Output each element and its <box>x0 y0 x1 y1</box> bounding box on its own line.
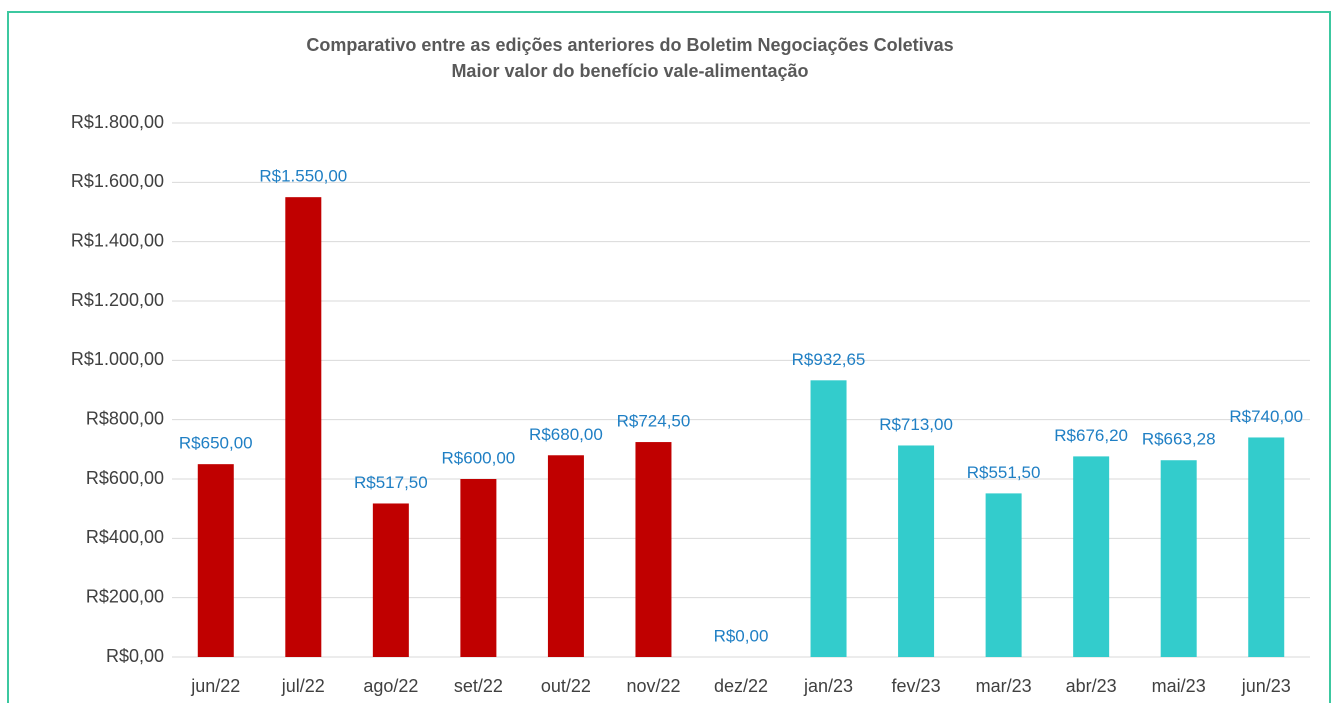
bar <box>372 503 409 657</box>
x-tick-label: fev/23 <box>892 676 941 696</box>
x-tick-label: abr/23 <box>1066 676 1117 696</box>
y-tick-label: R$800,00 <box>86 408 164 428</box>
x-tick-label: mai/23 <box>1152 676 1206 696</box>
x-tick-label: nov/22 <box>626 676 680 696</box>
y-tick-label: R$400,00 <box>86 527 164 547</box>
bar <box>810 380 847 657</box>
y-tick-label: R$600,00 <box>86 468 164 488</box>
y-tick-label: R$1.400,00 <box>71 230 164 250</box>
data-label: R$517,50 <box>354 473 428 492</box>
data-label: R$1.550,00 <box>259 167 347 186</box>
bar <box>547 455 584 657</box>
data-label: R$0,00 <box>714 626 769 645</box>
y-tick-label: R$200,00 <box>86 586 164 606</box>
data-label: R$932,65 <box>792 350 866 369</box>
y-tick-label: R$1.600,00 <box>71 171 164 191</box>
data-label: R$676,20 <box>1054 426 1128 445</box>
bar <box>197 464 234 657</box>
bar <box>1073 456 1110 657</box>
chart-title: Comparativo entre as edições anteriores … <box>306 35 953 55</box>
x-tick-label: dez/22 <box>714 676 768 696</box>
y-tick-label: R$1.000,00 <box>71 349 164 369</box>
data-label: R$650,00 <box>179 434 253 453</box>
y-tick-label: R$1.200,00 <box>71 290 164 310</box>
bar <box>898 445 935 657</box>
x-tick-label: jan/23 <box>803 676 853 696</box>
x-tick-label: set/22 <box>454 676 503 696</box>
data-label: R$713,00 <box>879 415 953 434</box>
bar <box>460 479 497 657</box>
x-tick-label: jun/23 <box>1241 676 1291 696</box>
x-tick-label: out/22 <box>541 676 591 696</box>
bar <box>985 493 1022 657</box>
data-label: R$551,50 <box>967 463 1041 482</box>
x-tick-label: ago/22 <box>363 676 418 696</box>
bar <box>1248 437 1285 657</box>
bar <box>1160 460 1197 657</box>
data-label: R$724,50 <box>617 412 691 431</box>
data-label: R$680,00 <box>529 425 603 444</box>
data-label: R$663,28 <box>1142 430 1216 449</box>
bar <box>285 197 322 657</box>
x-tick-label: mar/23 <box>976 676 1032 696</box>
data-label: R$740,00 <box>1229 407 1303 426</box>
bar <box>635 442 672 657</box>
x-tick-label: jun/22 <box>190 676 240 696</box>
y-tick-label: R$0,00 <box>106 646 164 666</box>
data-label: R$600,00 <box>442 448 516 467</box>
x-tick-label: jul/22 <box>281 676 325 696</box>
chart-subtitle: Maior valor do benefício vale-alimentaçã… <box>451 61 808 81</box>
y-tick-label: R$1.800,00 <box>71 112 164 132</box>
